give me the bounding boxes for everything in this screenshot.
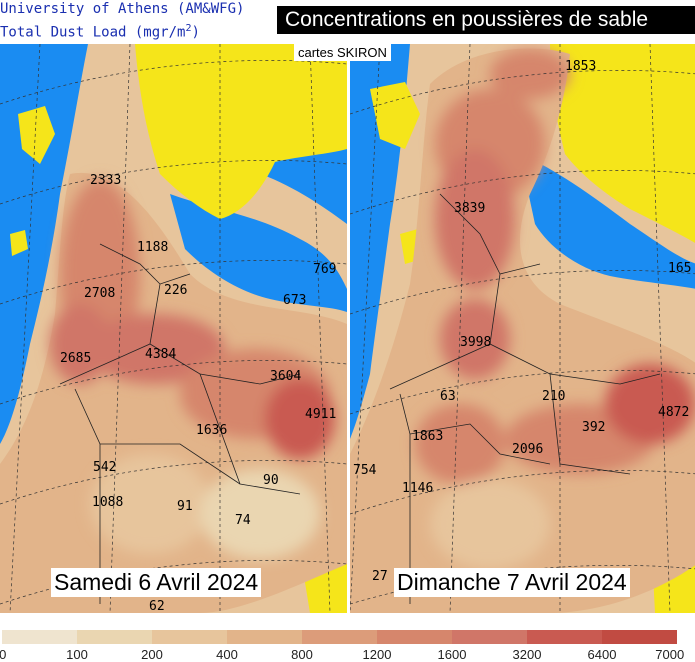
value-label: 673	[283, 293, 307, 308]
value-label: 3839	[454, 201, 486, 216]
value-label: 74	[235, 513, 251, 528]
value-label: 27	[372, 569, 388, 584]
color-scale-tick-label: 1200	[362, 647, 392, 662]
color-scale-tick-label: 6400	[587, 647, 617, 662]
value-label: 1636	[196, 423, 228, 438]
value-label: 754	[353, 463, 377, 478]
color-scale-swatch	[302, 630, 377, 644]
value-label: 3998	[460, 335, 492, 350]
source-product-label: Total Dust Load (mgr/m	[0, 24, 186, 41]
color-scale-swatch	[77, 630, 152, 644]
value-label: 2708	[84, 286, 116, 301]
page-title: Concentrations en poussières de sable	[277, 6, 695, 34]
value-label: 3604	[270, 369, 302, 384]
map-date-label: Samedi 6 Avril 2024	[51, 568, 262, 597]
value-label: 165	[668, 261, 692, 276]
value-label: 1188	[137, 240, 169, 255]
color-scale-tick-label: 10	[0, 647, 7, 662]
value-label: 90	[263, 473, 279, 488]
color-scale-legend: 10 100 200 400 800 1200 1600 3200 6400 7000	[0, 630, 695, 662]
value-label: 226	[164, 283, 188, 298]
map-credit: cartes SKIRON	[294, 44, 391, 61]
source-institution: University of Athens (AM&WFG)	[0, 1, 245, 17]
value-label: 769	[313, 262, 337, 277]
value-label: 2333	[90, 173, 122, 188]
dust-map-saturday-graphic	[0, 44, 347, 613]
value-label: 91	[177, 499, 193, 514]
value-label: 1146	[402, 481, 434, 496]
value-label: 4872	[658, 405, 690, 420]
color-scale-tick-label: 3200	[512, 647, 542, 662]
color-scale-tick-label: 800	[291, 647, 313, 662]
source-product: Total Dust Load (mgr/m2)	[0, 19, 270, 43]
source-product-close: )	[191, 24, 200, 41]
color-scale-tick-label: 1600	[437, 647, 467, 662]
color-scale-swatch	[227, 630, 302, 644]
value-label: 4911	[305, 407, 337, 422]
value-label: 392	[582, 420, 606, 435]
value-label: 63	[440, 389, 456, 404]
color-scale-swatch	[527, 630, 602, 644]
color-scale-swatch	[152, 630, 227, 644]
value-label: 4384	[145, 347, 177, 362]
color-scale-tick-label: 400	[216, 647, 238, 662]
color-scale-tick-label: 7000	[655, 647, 685, 662]
value-label: 542	[93, 460, 117, 475]
color-scale-swatch	[2, 630, 77, 644]
color-scale-tick-label: 100	[66, 647, 88, 662]
value-label: 1863	[412, 429, 444, 444]
value-label: 2096	[512, 442, 544, 457]
color-scale-swatch	[377, 630, 452, 644]
color-scale-swatch	[452, 630, 527, 644]
value-label: 210	[542, 389, 566, 404]
color-scale-tick-label: 200	[141, 647, 163, 662]
value-label: 2685	[60, 351, 92, 366]
dust-map-sunday: 1853 3839 165 3998 63 210 392 4872 1863 …	[350, 44, 695, 613]
dust-map-saturday: 2333 1188 2708 226 769 673 2685 4384 360…	[0, 44, 347, 613]
value-label: 1853	[565, 59, 597, 74]
map-date-label: Dimanche 7 Avril 2024	[394, 568, 630, 597]
value-label: 1088	[92, 495, 124, 510]
source-header: University of Athens (AM&WFG) Total Dust…	[0, 0, 270, 42]
source-unit-exponent: 2	[185, 23, 192, 34]
color-scale-swatch	[602, 630, 677, 644]
dust-map-sunday-graphic	[350, 44, 695, 613]
value-label: 62	[149, 599, 165, 613]
color-scale-bar	[2, 630, 677, 644]
